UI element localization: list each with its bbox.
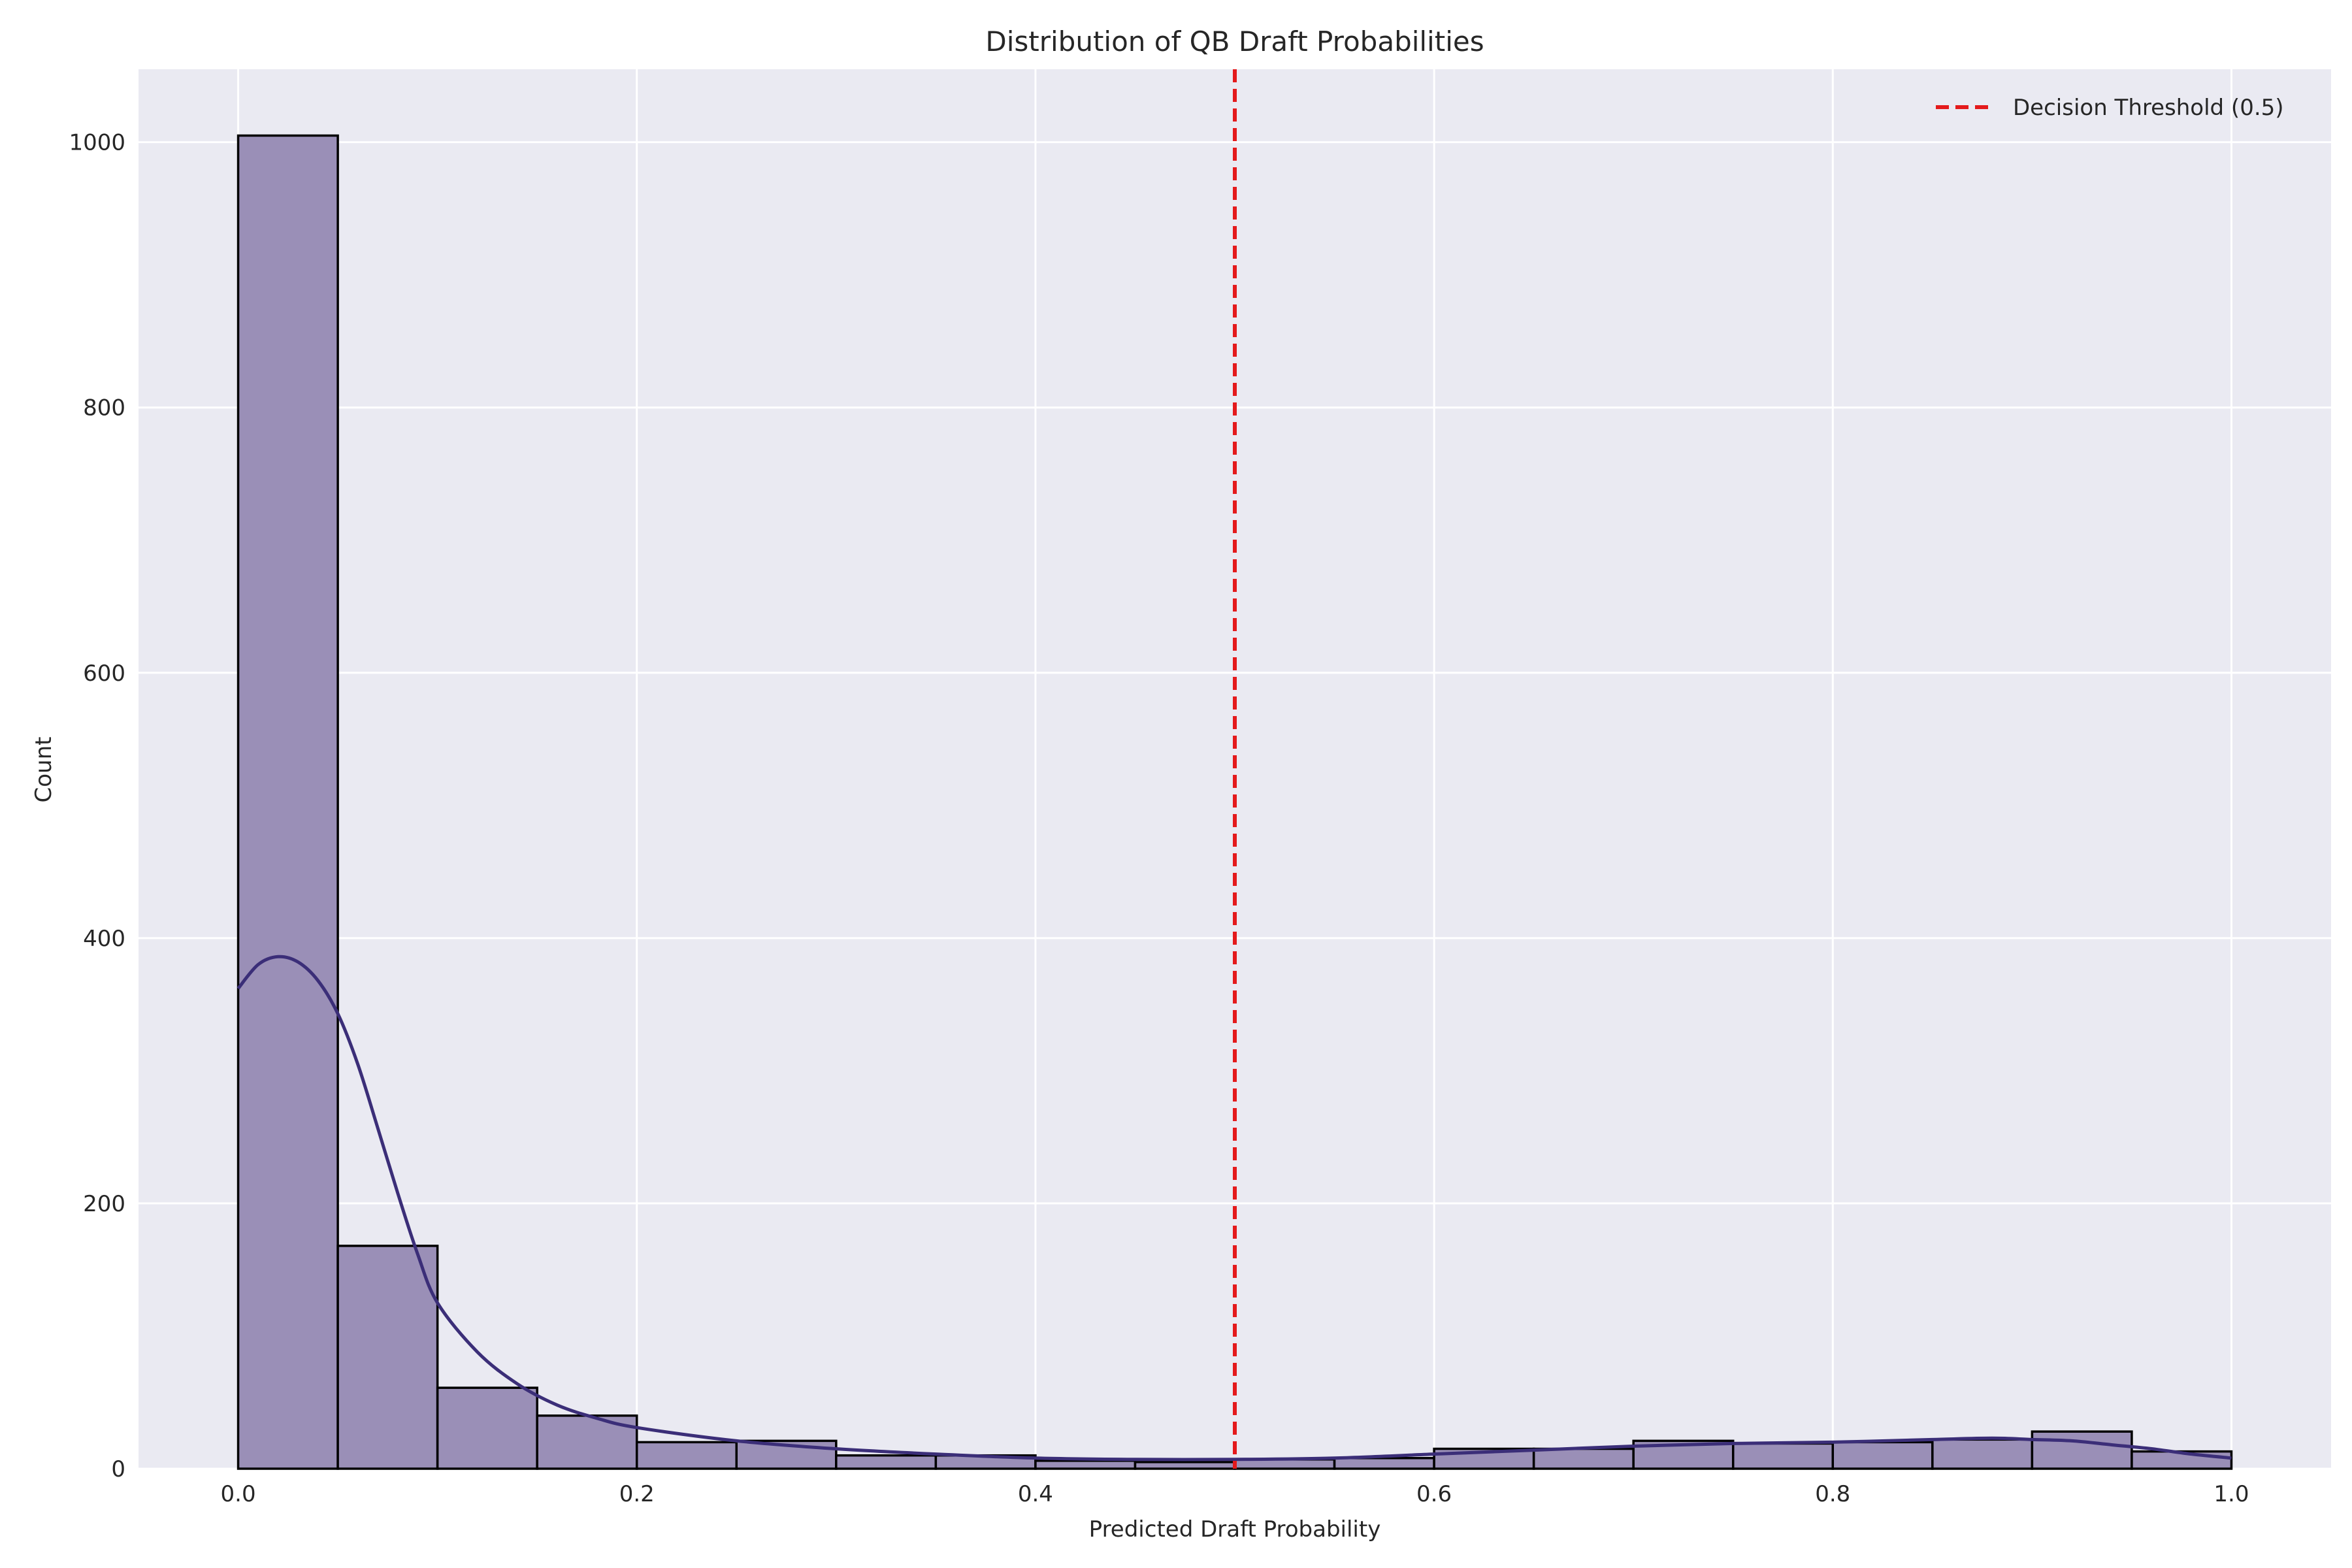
y-tick-label-2: 400 bbox=[83, 926, 125, 952]
chart-title: Distribution of QB Draft Probabilities bbox=[985, 25, 1484, 57]
histogram-bar-1 bbox=[336, 1245, 439, 1470]
x-axis-ticks: 0.0 0.2 0.4 0.6 0.8 1.0 bbox=[221, 1481, 2249, 1507]
y-tick-label-0: 0 bbox=[111, 1456, 125, 1482]
x-tick-label-0: 0.0 bbox=[221, 1481, 256, 1507]
y-axis-ticks: 0 200 400 600 800 1000 bbox=[69, 130, 125, 1482]
kde-curve bbox=[237, 955, 2232, 1462]
histogram-bar-6 bbox=[835, 1454, 938, 1470]
x-axis-label: Predicted Draft Probability bbox=[1089, 1516, 1381, 1543]
histogram-bar-16 bbox=[1831, 1441, 1934, 1470]
histogram-bar-15 bbox=[1731, 1442, 1835, 1470]
y-tick-label-1: 200 bbox=[83, 1191, 125, 1217]
histogram-bar-17 bbox=[1931, 1438, 2034, 1470]
bars bbox=[237, 134, 2233, 1470]
y-axis-label: Count bbox=[31, 737, 57, 803]
histogram-bar-0 bbox=[237, 134, 339, 1470]
legend-label-threshold: Decision Threshold (0.5) bbox=[2013, 95, 2284, 121]
x-tick-label-1: 0.2 bbox=[619, 1481, 655, 1507]
histogram-bar-4 bbox=[635, 1441, 738, 1470]
histogram-bar-18 bbox=[2031, 1430, 2133, 1470]
x-tick-label-4: 0.8 bbox=[1815, 1481, 1850, 1507]
y-tick-label-3: 600 bbox=[83, 661, 125, 687]
plot-area bbox=[139, 69, 2331, 1469]
y-tick-label-4: 800 bbox=[83, 395, 125, 421]
histogram-bar-11 bbox=[1333, 1457, 1435, 1470]
x-tick-label-2: 0.4 bbox=[1018, 1481, 1053, 1507]
legend: Decision Threshold (0.5) bbox=[1936, 95, 2284, 121]
histogram-bar-2 bbox=[436, 1386, 538, 1470]
histogram-bar-9 bbox=[1134, 1461, 1236, 1470]
histogram-bar-8 bbox=[1034, 1460, 1137, 1470]
y-tick-label-5: 1000 bbox=[69, 130, 125, 156]
x-tick-label-5: 1.0 bbox=[2213, 1481, 2249, 1507]
x-tick-label-3: 0.6 bbox=[1416, 1481, 1452, 1507]
histogram-bar-13 bbox=[1532, 1447, 1635, 1470]
